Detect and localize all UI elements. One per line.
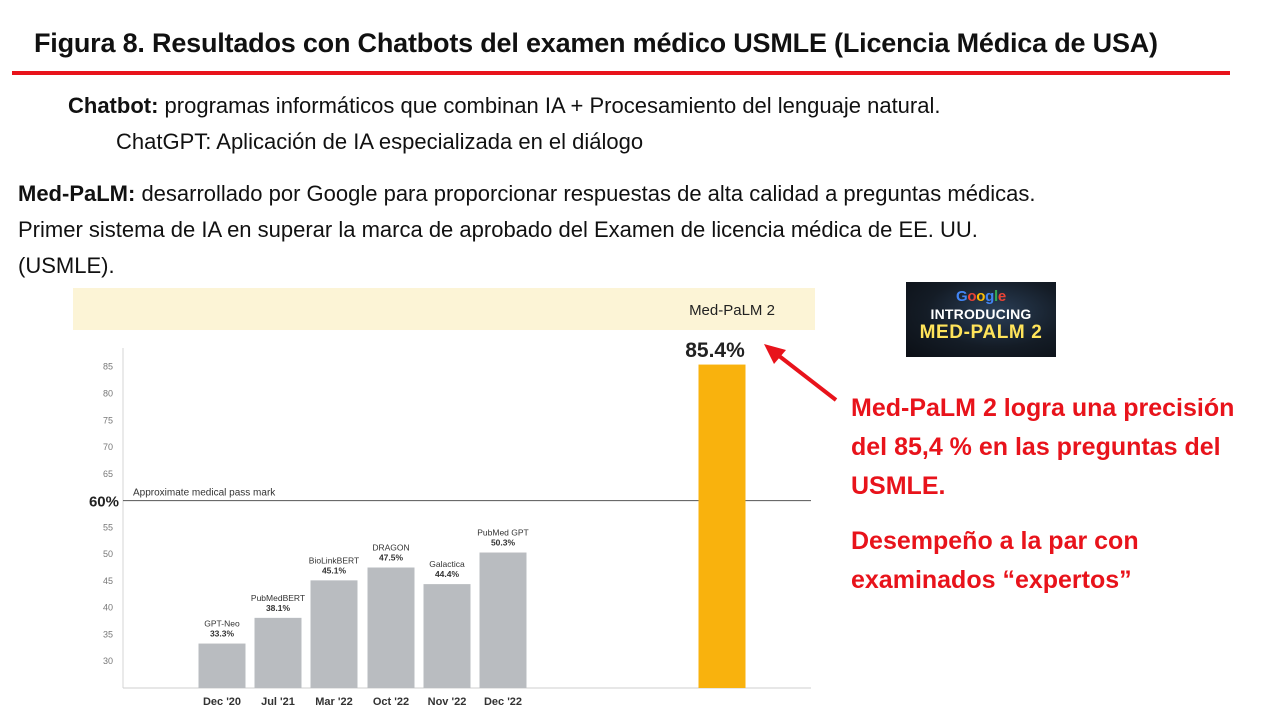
bar-value-label: 45.1% (322, 565, 347, 575)
introducing-med-palm-2-badge: Google INTRODUCING MED-PALM 2 (906, 282, 1056, 357)
expert-parity-callout: Desempeño a la par con examinados “exper… (851, 527, 1139, 594)
y-tick-label: 50 (103, 549, 113, 559)
bar-model-label: GPT-Neo (204, 619, 240, 629)
bar (198, 643, 246, 688)
usmle-bar-chart: 30 35 40 45 50 55 65 70 75 80 85 60% Approximate med… (73, 288, 815, 720)
y-tick-label: 65 (103, 469, 113, 479)
bar (479, 552, 527, 688)
slide-title: Figura 8. Resultados con Chatbots del ex… (34, 28, 1158, 58)
chatbot-definition: Chatbot: programas informáticos que comb… (68, 93, 940, 119)
y-tick-label: 35 (103, 629, 113, 639)
title-underline (12, 71, 1230, 75)
bar-highlight (698, 364, 746, 688)
badge-introducing-text: INTRODUCING (930, 306, 1032, 322)
chatgpt-definition: ChatGPT: Aplicación de IA especializada … (116, 129, 644, 154)
y-tick-label: 85 (103, 362, 113, 372)
bar-value-label: 50.3% (491, 538, 516, 548)
x-tick-label: Jul '21 (261, 696, 295, 708)
chatbot-description: programas informáticos que combinan IA +… (158, 93, 941, 118)
pass-mark-label: Approximate medical pass mark (133, 488, 276, 499)
bar (254, 617, 302, 688)
bar-value-label: 38.1% (266, 603, 291, 613)
pass-mark-tick-label: 60% (89, 494, 119, 511)
medpalm-milestone-line1: Primer sistema de IA en superar la marca… (18, 217, 978, 242)
medpalm-term: Med-PaLM: (18, 181, 136, 206)
bar-value-label: 47.5% (379, 553, 404, 563)
bar (310, 580, 358, 688)
badge-product-text: MED-PALM 2 (919, 322, 1043, 343)
bar-model-label: DRAGON (372, 543, 409, 553)
y-tick-label: 30 (103, 656, 113, 666)
accuracy-callout: Med-PaLM 2 logra una precisión del 85,4 … (851, 394, 1235, 500)
medpalm-description: desarrollado por Google para proporciona… (135, 181, 1036, 206)
y-tick-label: 45 (103, 576, 113, 586)
x-tick-label: Dec '22 (484, 696, 522, 708)
x-tick-label: Dec '20 (203, 696, 241, 708)
chart-svg: 30 35 40 45 50 55 65 70 75 80 85 60% Approximate med… (73, 288, 815, 708)
bar (367, 567, 415, 688)
chart-header-band (73, 288, 815, 330)
y-tick-label: 75 (103, 415, 113, 425)
y-tick-label: 80 (103, 388, 113, 398)
callout-arrow-icon (764, 344, 838, 402)
y-tick-label: 55 (103, 522, 113, 532)
bar-value-label: 33.3% (210, 629, 235, 639)
bar-model-label: PubMed GPT (477, 528, 529, 538)
medpalm-definition: Med-PaLM: desarrollado por Google para p… (18, 181, 1035, 207)
y-tick-label: 40 (103, 603, 113, 613)
highlight-name-label: Med-PaLM 2 (689, 302, 775, 319)
bar-model-label: Galactica (429, 559, 465, 569)
bar (423, 584, 471, 688)
x-tick-label: Mar '22 (315, 696, 352, 708)
y-tick-label: 70 (103, 442, 113, 452)
x-tick-label: Nov '22 (428, 696, 467, 708)
medpalm-milestone-line2: (USMLE). (18, 253, 115, 278)
bar-model-label: PubMedBERT (251, 593, 305, 603)
google-logo: Google (956, 288, 1006, 305)
bar-model-label: BioLinkBERT (309, 555, 359, 565)
x-tick-label: Oct '22 (373, 696, 409, 708)
highlight-value-label: 85.4% (685, 339, 745, 362)
bar-value-label: 44.4% (435, 569, 460, 579)
chatbot-term: Chatbot: (68, 93, 159, 118)
